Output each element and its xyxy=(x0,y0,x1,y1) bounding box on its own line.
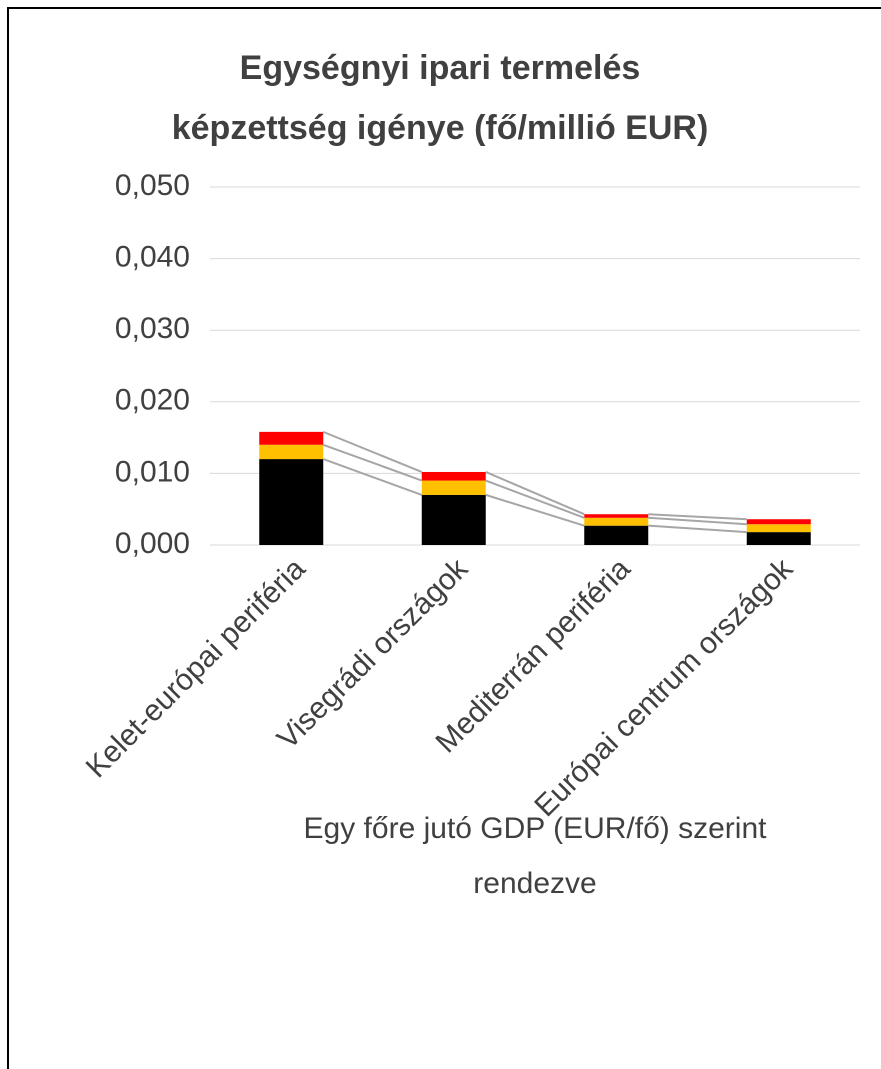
bar-segment xyxy=(584,525,649,545)
bar-segment xyxy=(584,514,649,518)
y-tick-label: 0,020 xyxy=(115,384,190,417)
series-line xyxy=(322,443,423,482)
series-line xyxy=(485,493,585,527)
series-line xyxy=(648,524,747,534)
x-axis-title: Egy főre jutó GDP (EUR/fő) szerint xyxy=(304,812,768,845)
y-tick-label: 0,040 xyxy=(115,241,190,274)
y-tick-label: 0,050 xyxy=(115,169,190,202)
x-axis-title: rendezve xyxy=(473,867,596,900)
bar-segment xyxy=(421,494,486,545)
series-line xyxy=(322,430,423,473)
x-tick-label: Kelet-európai periféria xyxy=(80,552,312,784)
series-line xyxy=(648,513,747,521)
chart-title: Egységnyi ipari termelés xyxy=(240,49,641,87)
bar-segment xyxy=(584,517,649,526)
y-tick-label: 0,000 xyxy=(115,527,190,560)
series-line xyxy=(485,479,585,519)
series-line xyxy=(485,471,585,516)
series-line xyxy=(648,516,747,526)
x-tick-label: Európai centrum országok xyxy=(528,552,800,824)
bar-segment xyxy=(259,459,324,545)
bar-segment xyxy=(746,519,811,525)
y-tick-label: 0,030 xyxy=(115,312,190,345)
bar-segment xyxy=(421,471,486,481)
y-tick-label: 0,010 xyxy=(115,455,190,488)
chart-title: képzettség igénye (fő/millió EUR) xyxy=(172,109,709,147)
bar-segment xyxy=(259,431,324,445)
bar-segment xyxy=(421,480,486,495)
bar-segment xyxy=(746,532,811,545)
series-line xyxy=(322,458,423,496)
bar-segment xyxy=(259,444,324,460)
chart-border xyxy=(7,7,881,1069)
bar-segment xyxy=(746,524,811,533)
